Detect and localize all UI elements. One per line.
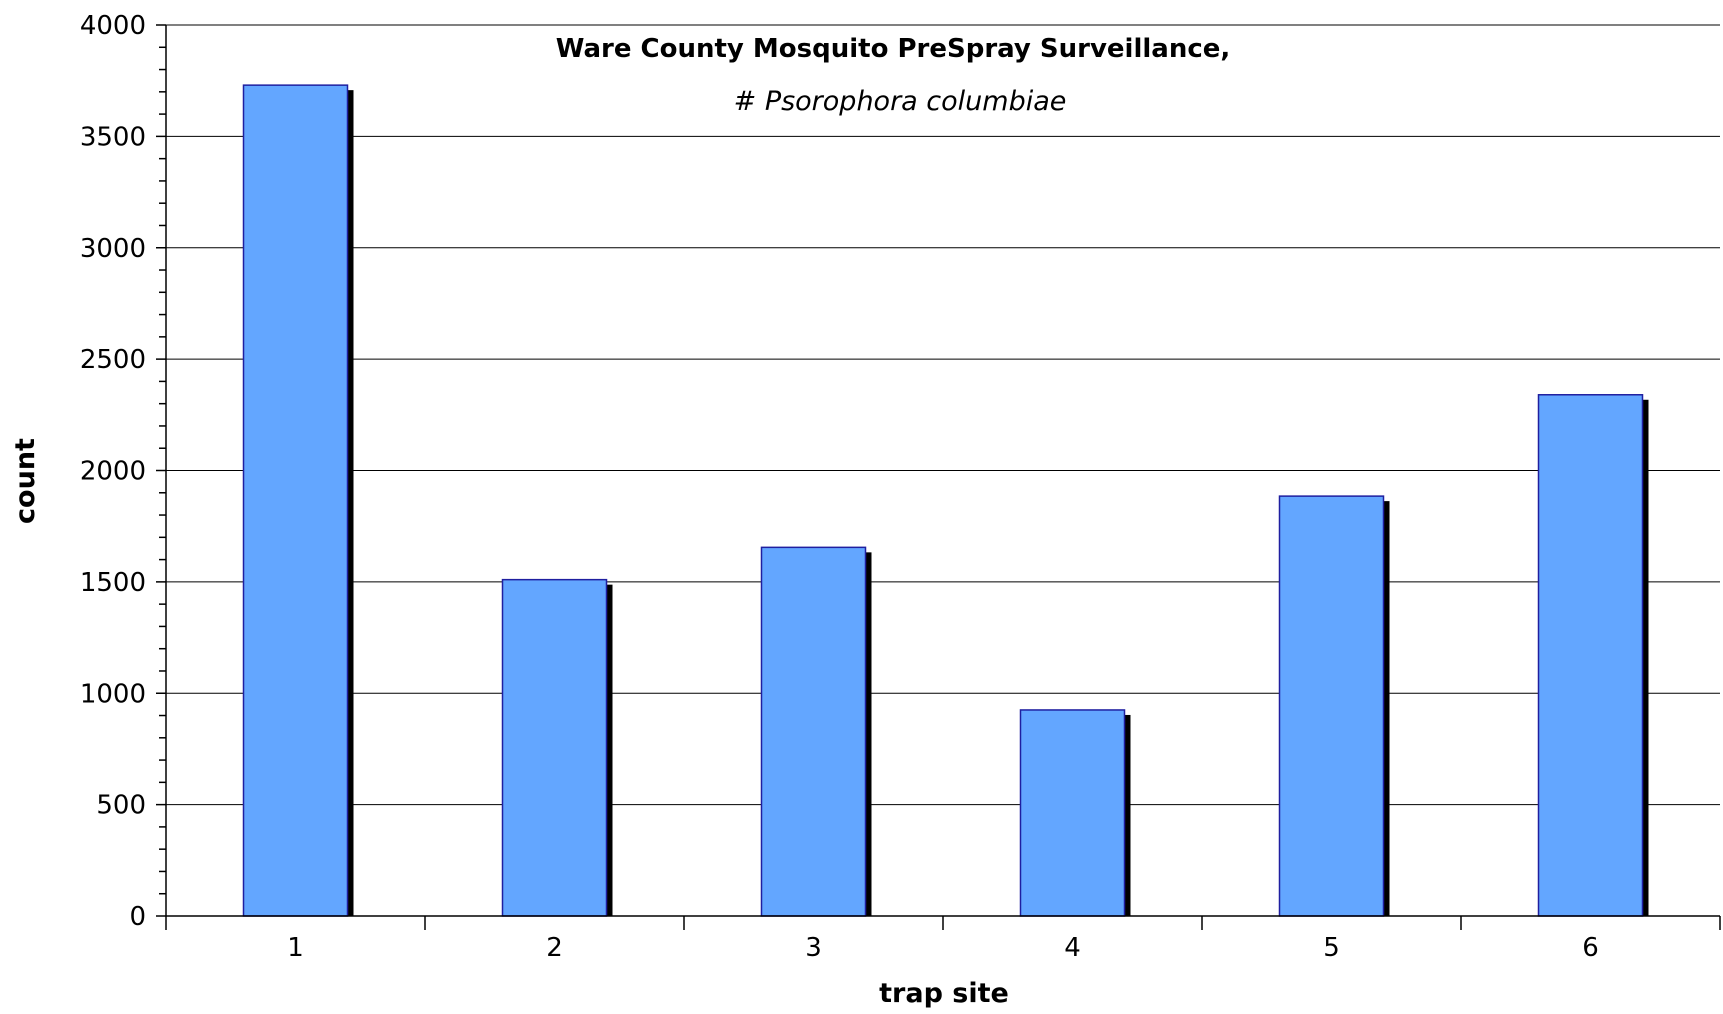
- y-tick-label: 0: [129, 902, 146, 932]
- x-tick-label: 5: [1323, 933, 1340, 963]
- bar: [760, 546, 867, 917]
- bar: [1278, 495, 1385, 917]
- y-tick-label: 4000: [80, 11, 146, 41]
- bar: [242, 84, 349, 917]
- chart-subtitle: # Psorophora columbiae: [734, 86, 1067, 117]
- y-tick-label: 1500: [80, 568, 146, 598]
- bar: [1019, 709, 1126, 917]
- y-tick-label: 3000: [80, 234, 146, 264]
- y-axis-title: count: [10, 438, 41, 524]
- gridlines: [166, 24, 1720, 806]
- x-tick-label: 3: [805, 933, 822, 963]
- x-axis-title: trap site: [879, 978, 1009, 1009]
- y-tick-label: 500: [96, 791, 146, 821]
- x-tick-labels: 1 2 3 4 5 6: [287, 933, 1599, 963]
- y-tick-label: 1000: [80, 679, 146, 709]
- axes: [156, 24, 1721, 930]
- y-tick-label: 2000: [80, 457, 146, 487]
- x-tick-label: 4: [1064, 933, 1081, 963]
- y-tick-label: 3500: [80, 122, 146, 152]
- y-tick-labels: 0 500 1000 1500 2000 2500 3000 3500 4000: [80, 11, 146, 932]
- x-tick-label: 1: [287, 933, 304, 963]
- bars: [242, 84, 1649, 917]
- bar: [1537, 394, 1644, 917]
- chart-title: Ware County Mosquito PreSpray Surveillan…: [556, 34, 1231, 64]
- x-tick-label: 6: [1582, 933, 1599, 963]
- bar: [501, 578, 608, 917]
- y-tick-label: 2500: [80, 345, 146, 375]
- x-tick-label: 2: [546, 933, 563, 963]
